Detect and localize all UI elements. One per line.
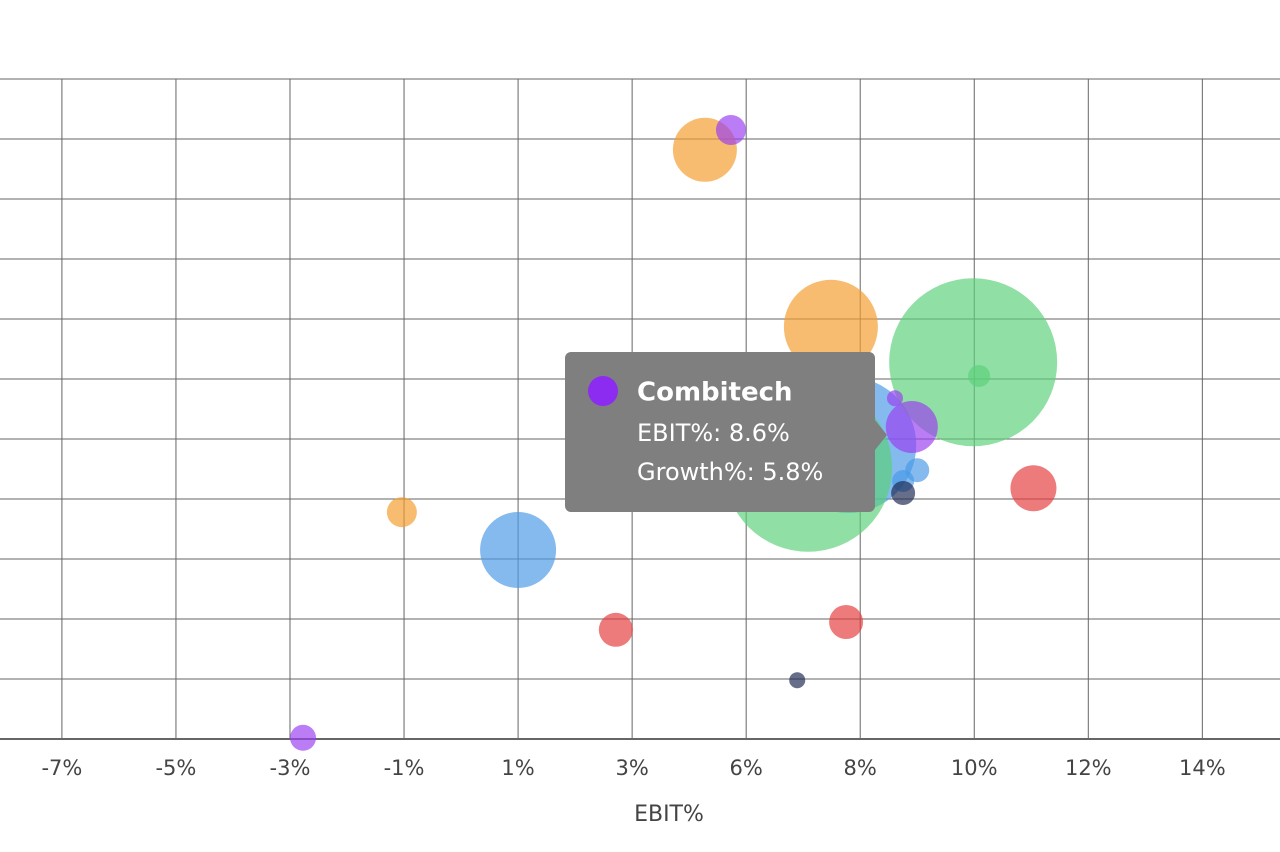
x-tick-label: 12% bbox=[1065, 756, 1112, 780]
x-tick-label: 1% bbox=[501, 756, 534, 780]
x-tick-label: 6% bbox=[730, 756, 763, 780]
x-tick-label: 3% bbox=[615, 756, 648, 780]
bubble bbox=[480, 512, 557, 588]
x-axis-title: EBIT% bbox=[634, 802, 704, 827]
bubble bbox=[789, 672, 806, 689]
bubble bbox=[783, 279, 878, 374]
tooltip-line: Growth%: 5.8% bbox=[637, 458, 823, 486]
x-tick-label: -7% bbox=[41, 756, 82, 780]
x-tick-label: -1% bbox=[384, 756, 425, 780]
bubble bbox=[386, 497, 417, 528]
bubble bbox=[885, 401, 938, 453]
bubble bbox=[1010, 465, 1057, 512]
tooltip-arrow bbox=[875, 420, 887, 450]
tooltip-box bbox=[565, 352, 875, 512]
bubble bbox=[829, 605, 864, 639]
tooltip-line: EBIT%: 8.6% bbox=[637, 419, 790, 447]
tooltip-title: Combitech bbox=[637, 378, 793, 408]
bubble bbox=[968, 365, 991, 387]
x-tick-label: -5% bbox=[155, 756, 196, 780]
bubble bbox=[889, 278, 1058, 447]
x-tick-label: 10% bbox=[951, 756, 998, 780]
bubble bbox=[891, 481, 916, 505]
x-tick-label: -3% bbox=[270, 756, 311, 780]
bubble bbox=[290, 724, 317, 751]
x-tick-label: 8% bbox=[844, 756, 877, 780]
bubble bbox=[598, 612, 633, 647]
x-tick-label: 14% bbox=[1179, 756, 1226, 780]
bubble bbox=[886, 390, 903, 407]
tooltip-swatch bbox=[588, 376, 618, 406]
bubble bbox=[715, 115, 746, 145]
tooltip: Combitech EBIT%: 8.6% Growth%: 5.8% bbox=[565, 352, 887, 512]
